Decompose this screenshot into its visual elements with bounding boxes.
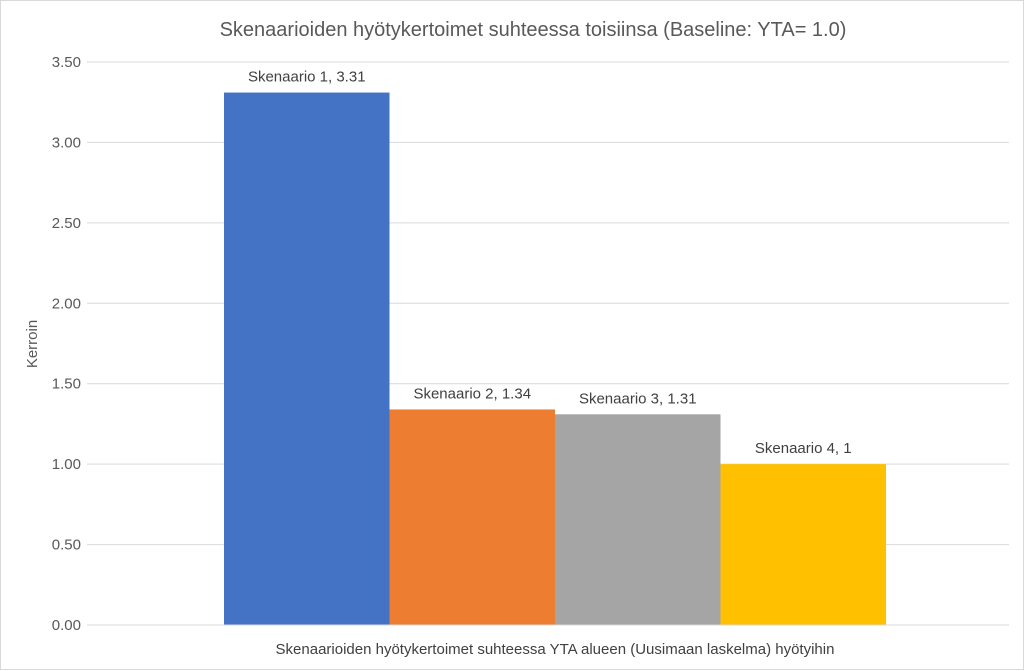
data-label-skenaario-2: Skenaario 2, 1.34 bbox=[413, 385, 531, 402]
bar-skenaario-1 bbox=[224, 92, 390, 625]
y-axis-label: Kerroin bbox=[24, 320, 41, 368]
y-tick-label: 0.50 bbox=[52, 537, 81, 554]
chart-title: Skenaarioiden hyötykertoimet suhteessa t… bbox=[220, 19, 847, 41]
y-tick-label: 3.50 bbox=[52, 54, 81, 71]
data-labels: Skenaario 1, 3.31 Skenaario 2, 1.34 Skenaa… bbox=[248, 69, 852, 458]
x-category-label: Skenaarioiden hyötykertoimet suhteessa Y… bbox=[276, 641, 835, 658]
y-tick-label: 2.50 bbox=[52, 215, 81, 232]
bars bbox=[224, 92, 886, 625]
y-tick-label: 1.50 bbox=[52, 376, 81, 393]
y-tick-label: 3.00 bbox=[52, 134, 81, 151]
data-label-skenaario-1: Skenaario 1, 3.31 bbox=[248, 69, 366, 86]
bar-skenaario-4 bbox=[720, 464, 886, 625]
y-axis-ticks: 0.00 0.50 1.00 1.50 2.00 2.50 3.00 3.50 bbox=[52, 54, 81, 634]
data-label-skenaario-3: Skenaario 3, 1.31 bbox=[579, 390, 697, 407]
y-tick-label: 0.00 bbox=[52, 617, 81, 634]
y-tick-label: 1.00 bbox=[52, 456, 81, 473]
bar-skenaario-3 bbox=[555, 414, 721, 625]
bar-skenaario-2 bbox=[389, 409, 555, 625]
data-label-skenaario-4: Skenaario 4, 1 bbox=[755, 440, 852, 457]
y-tick-label: 2.00 bbox=[52, 295, 81, 312]
